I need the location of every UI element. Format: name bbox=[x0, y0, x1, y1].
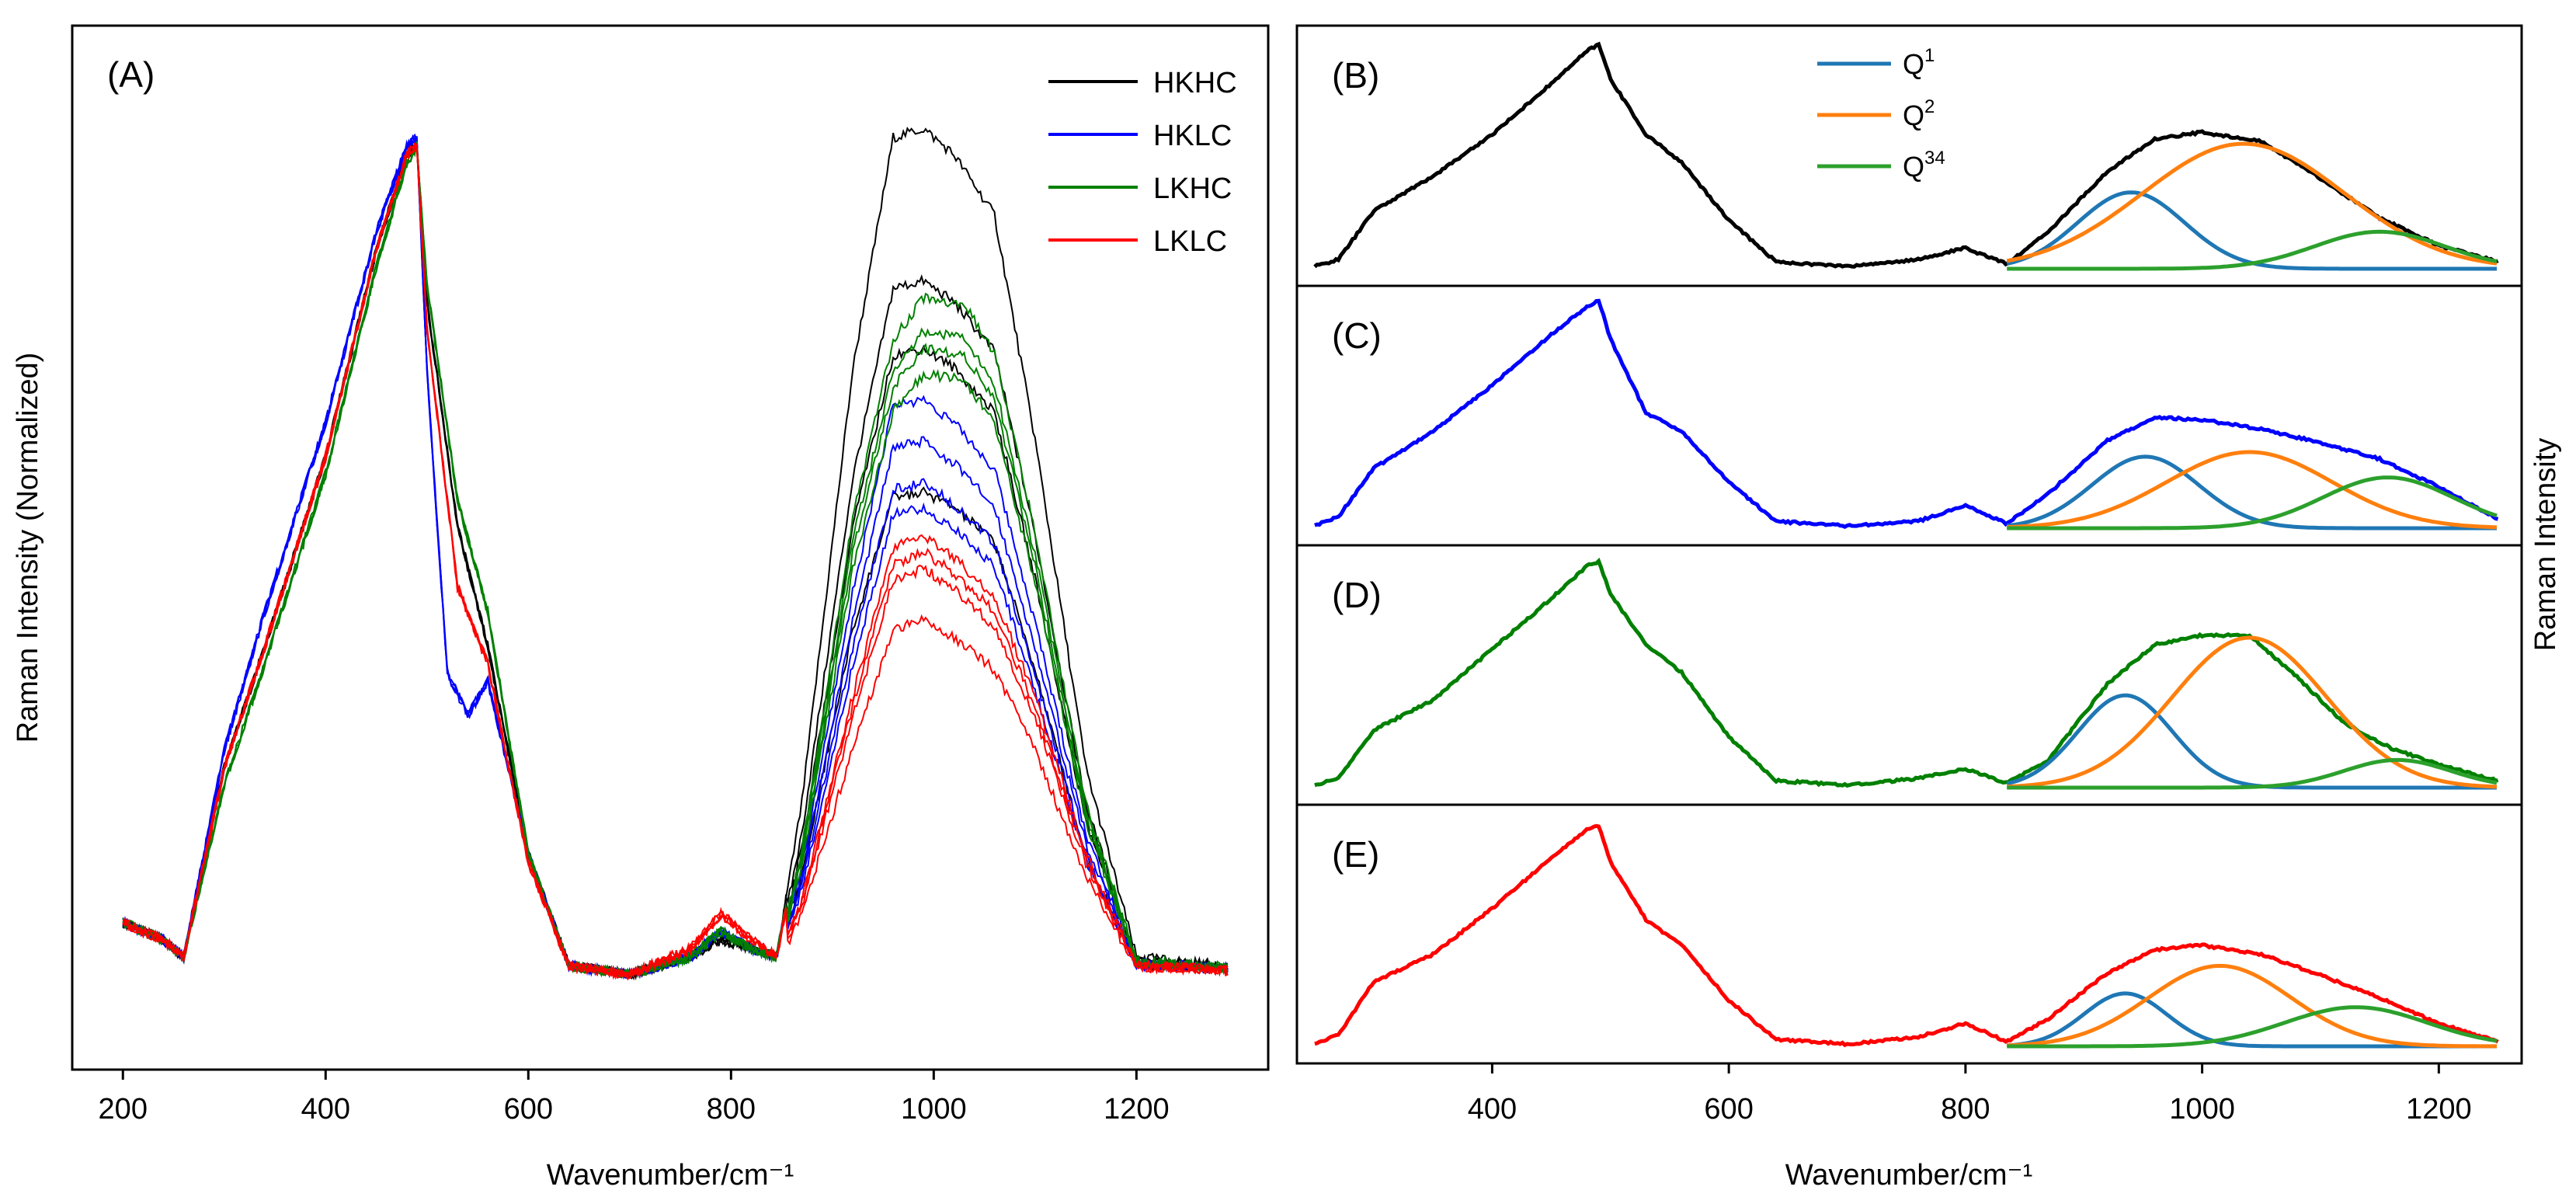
fit-band-q34 bbox=[2007, 757, 2498, 790]
fit-band-q2 bbox=[2007, 963, 2497, 1049]
panel-a-frame bbox=[71, 24, 1270, 1071]
spectrum-line-hkhc bbox=[123, 144, 1229, 979]
fit-band-q1 bbox=[2006, 190, 2497, 271]
x-tick-label: 400 bbox=[301, 1093, 350, 1126]
band-legend: Q1 Q2 Q34 bbox=[1817, 45, 1945, 183]
legend-label-lklc: LKLC bbox=[1153, 225, 1227, 258]
x-tick-label: 1200 bbox=[2406, 1093, 2472, 1126]
spectrum-line-lklc bbox=[122, 143, 1229, 980]
panels-bcde-x-ticks: 400 600 800 1000 1200 bbox=[1468, 1063, 2472, 1126]
panels-bcde-content: (B) (C) (D) (E) bbox=[1313, 41, 2499, 1049]
spectrum-line-hkhc bbox=[122, 126, 1229, 981]
fit-band-q2 bbox=[2006, 141, 2498, 266]
measured-spectrum bbox=[1313, 41, 2499, 269]
panel-a-label: (A) bbox=[107, 54, 155, 95]
spectrum-line-hkhc bbox=[122, 144, 1229, 981]
x-tick-label: 200 bbox=[99, 1093, 148, 1126]
fit-band-q34 bbox=[2007, 1005, 2498, 1049]
panel-a-series bbox=[122, 126, 1229, 981]
spectrum-line-lkhc bbox=[122, 141, 1229, 979]
panels-bcde-x-axis-label: Wavenumber/cm⁻¹ bbox=[1785, 1159, 2033, 1192]
legend-label-hkhc: HKHC bbox=[1153, 67, 1237, 99]
panel-label-c: (C) bbox=[1332, 315, 1382, 356]
fit-band-q34 bbox=[2007, 475, 2498, 531]
fit-band-q1 bbox=[2006, 454, 2497, 531]
x-tick-label: 1000 bbox=[901, 1093, 967, 1126]
legend-label-hklc: HKLC bbox=[1153, 120, 1232, 152]
fit-band-q34 bbox=[2007, 229, 2498, 271]
panel-a-x-ticks: 200 400 600 800 1000 1200 bbox=[99, 1070, 1170, 1126]
fit-band-q2 bbox=[2007, 450, 2498, 530]
panel-a-x-axis-label: Wavenumber/cm⁻¹ bbox=[547, 1159, 794, 1192]
spectrum-line-lklc bbox=[123, 143, 1229, 980]
fit-band-q2 bbox=[2007, 635, 2498, 789]
measured-spectrum bbox=[1314, 298, 2499, 529]
spectrum-line-lkhc bbox=[122, 141, 1229, 980]
x-tick-label: 600 bbox=[1704, 1093, 1753, 1126]
band-legend-label: Q34 bbox=[1903, 148, 1945, 183]
measured-spectrum bbox=[1314, 557, 2499, 788]
panel-label-e: (E) bbox=[1332, 834, 1379, 875]
spectrum-line-hklc bbox=[122, 133, 1229, 981]
spectrum-line-hklc bbox=[123, 134, 1229, 978]
band-legend-label: Q1 bbox=[1903, 45, 1935, 80]
panel-a-y-axis-label: Raman Intensity (Normalized) bbox=[12, 353, 44, 743]
panel-label-d: (D) bbox=[1332, 575, 1382, 615]
panels-bcde-y-axis-label: Raman Intensity bbox=[2529, 438, 2562, 652]
x-tick-label: 800 bbox=[707, 1093, 756, 1126]
measured-spectrum bbox=[1314, 823, 2499, 1048]
panel-label-b: (B) bbox=[1332, 55, 1379, 96]
spectrum-line-lklc bbox=[123, 142, 1228, 980]
legend-label-lkhc: LKHC bbox=[1153, 172, 1232, 205]
panel-a-legend: HKHC HKLC LKHC LKLC bbox=[1048, 67, 1237, 258]
x-tick-label: 800 bbox=[1941, 1093, 1990, 1126]
x-tick-label: 1200 bbox=[1104, 1093, 1170, 1126]
x-tick-label: 600 bbox=[504, 1093, 553, 1126]
spectrum-line-hkhc bbox=[122, 144, 1229, 980]
spectrum-line-lkhc bbox=[122, 141, 1228, 979]
spectrum-line-hklc bbox=[122, 138, 1229, 979]
x-tick-label: 400 bbox=[1468, 1093, 1517, 1126]
band-legend-label: Q2 bbox=[1903, 96, 1935, 131]
spectrum-line-hklc bbox=[122, 135, 1229, 980]
spectrum-line-lklc bbox=[122, 142, 1229, 981]
spectrum-line-lkhc bbox=[122, 144, 1229, 979]
x-tick-label: 1000 bbox=[2169, 1093, 2235, 1126]
